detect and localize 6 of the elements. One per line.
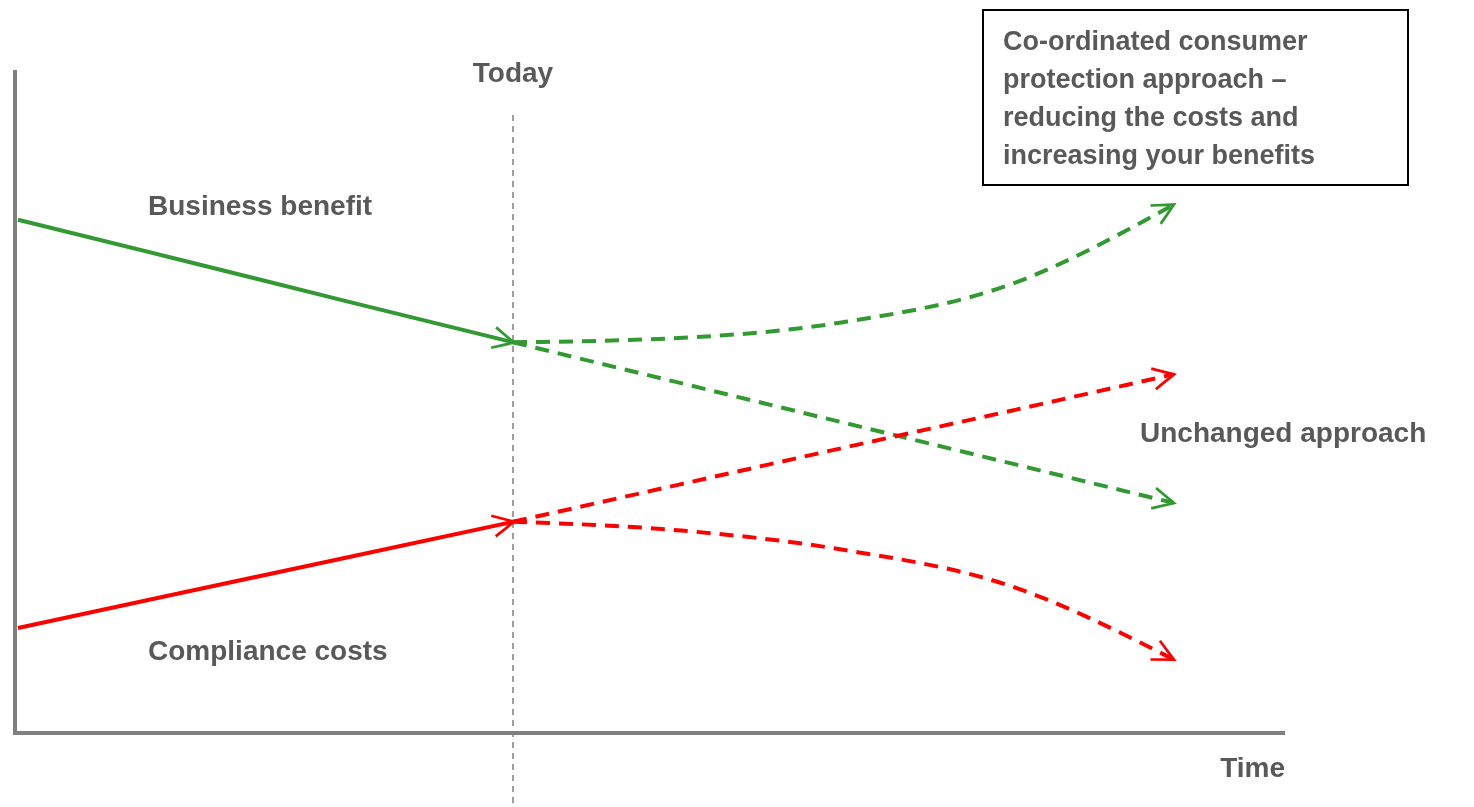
text: Today (472, 57, 554, 88)
series-label: Compliance costs (148, 634, 388, 666)
x-axis-title: Time (1220, 752, 1285, 783)
text: Co-ordinated consumer protection approach – reducing the costs and increasing your benefits (1003, 26, 1316, 170)
series-label: Business benefit (148, 189, 373, 221)
annotation: Unchanged approach (1140, 417, 1427, 448)
